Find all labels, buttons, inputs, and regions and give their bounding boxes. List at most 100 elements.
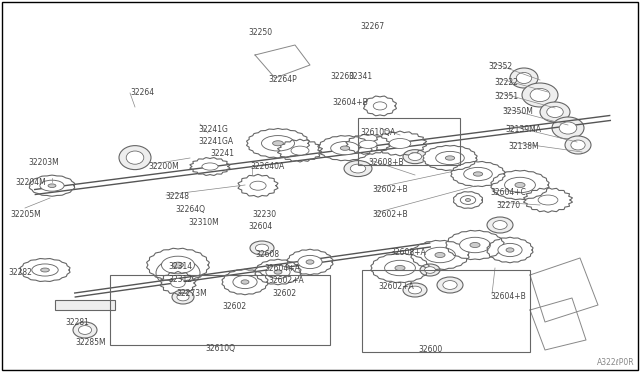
Ellipse shape <box>559 122 577 134</box>
Text: 322640A: 322640A <box>250 162 284 171</box>
Text: 32608: 32608 <box>255 250 279 259</box>
Ellipse shape <box>565 136 591 154</box>
Ellipse shape <box>424 247 456 263</box>
Polygon shape <box>222 269 268 295</box>
Ellipse shape <box>202 163 218 170</box>
Ellipse shape <box>373 102 387 110</box>
Text: 32610QA: 32610QA <box>360 128 396 137</box>
Bar <box>362 270 530 352</box>
Ellipse shape <box>515 183 525 187</box>
Ellipse shape <box>424 267 435 273</box>
Text: 32312: 32312 <box>168 275 192 284</box>
Ellipse shape <box>445 156 454 160</box>
Text: 32604: 32604 <box>248 222 272 231</box>
Polygon shape <box>451 161 505 186</box>
Text: 32352: 32352 <box>488 62 512 71</box>
Ellipse shape <box>372 254 428 282</box>
Ellipse shape <box>262 135 294 151</box>
Ellipse shape <box>424 146 476 170</box>
Text: 32260: 32260 <box>330 72 354 81</box>
Ellipse shape <box>250 181 266 190</box>
Ellipse shape <box>447 231 503 259</box>
Ellipse shape <box>192 158 228 174</box>
Ellipse shape <box>530 89 550 102</box>
Ellipse shape <box>385 260 415 276</box>
Ellipse shape <box>452 162 504 186</box>
Polygon shape <box>238 174 278 197</box>
Text: 32600: 32600 <box>418 345 442 354</box>
Ellipse shape <box>474 172 483 176</box>
Polygon shape <box>246 128 309 158</box>
Text: 32285M: 32285M <box>75 338 106 347</box>
Text: 32241GA: 32241GA <box>198 137 233 146</box>
Text: 32604+A: 32604+A <box>264 264 300 273</box>
Ellipse shape <box>331 142 359 155</box>
Text: 32608+B: 32608+B <box>368 158 404 167</box>
Text: 32314: 32314 <box>168 262 192 271</box>
Ellipse shape <box>240 176 276 196</box>
Ellipse shape <box>250 241 274 255</box>
Ellipse shape <box>504 177 536 193</box>
Ellipse shape <box>492 171 548 199</box>
Text: 32248: 32248 <box>165 192 189 201</box>
Text: 32139MA: 32139MA <box>505 125 541 134</box>
Ellipse shape <box>403 283 427 297</box>
Ellipse shape <box>359 140 377 148</box>
Ellipse shape <box>21 259 69 281</box>
Polygon shape <box>160 272 196 295</box>
Ellipse shape <box>526 189 570 211</box>
Ellipse shape <box>41 268 49 272</box>
Text: A322ℓP0R: A322ℓP0R <box>597 358 635 367</box>
Text: 32604+B: 32604+B <box>490 292 525 301</box>
Text: 32310M: 32310M <box>188 218 219 227</box>
Text: 32264: 32264 <box>130 88 154 97</box>
Ellipse shape <box>348 135 388 153</box>
Polygon shape <box>255 259 301 285</box>
Text: 32241G: 32241G <box>198 125 228 134</box>
Ellipse shape <box>443 280 457 289</box>
Text: 32602+A: 32602+A <box>378 282 413 291</box>
Text: 32200M: 32200M <box>148 162 179 171</box>
Polygon shape <box>423 145 477 170</box>
Ellipse shape <box>344 161 372 177</box>
Text: 32230: 32230 <box>252 210 276 219</box>
Ellipse shape <box>306 260 314 264</box>
Bar <box>110 275 330 345</box>
Text: 32341: 32341 <box>348 72 372 81</box>
Text: 32222: 32222 <box>494 78 518 87</box>
Ellipse shape <box>538 195 558 205</box>
Ellipse shape <box>436 151 464 164</box>
Ellipse shape <box>395 266 405 270</box>
Ellipse shape <box>233 275 257 289</box>
Text: 32602+B: 32602+B <box>372 210 408 219</box>
Text: 32282: 32282 <box>8 268 32 277</box>
Ellipse shape <box>389 138 411 148</box>
Ellipse shape <box>32 264 58 276</box>
Text: 32604+B: 32604+B <box>332 98 368 107</box>
Ellipse shape <box>365 97 395 115</box>
Text: 32250: 32250 <box>248 28 272 37</box>
Polygon shape <box>278 139 323 162</box>
Ellipse shape <box>454 192 482 208</box>
Ellipse shape <box>522 83 558 107</box>
Text: 32602: 32602 <box>272 289 296 298</box>
FancyBboxPatch shape <box>55 300 115 310</box>
Bar <box>358 118 460 165</box>
Ellipse shape <box>488 238 532 262</box>
Ellipse shape <box>376 132 424 154</box>
Ellipse shape <box>280 141 320 161</box>
Polygon shape <box>364 96 396 116</box>
Ellipse shape <box>126 151 144 164</box>
Text: 32138M: 32138M <box>508 142 539 151</box>
Ellipse shape <box>552 117 584 139</box>
Ellipse shape <box>172 290 194 304</box>
Text: 32203M: 32203M <box>28 158 59 167</box>
Ellipse shape <box>73 322 97 338</box>
Polygon shape <box>287 249 333 275</box>
Ellipse shape <box>498 243 522 257</box>
Ellipse shape <box>403 150 427 164</box>
Ellipse shape <box>161 256 195 274</box>
Text: 32351: 32351 <box>494 92 518 101</box>
Text: 32602+B: 32602+B <box>372 185 408 194</box>
Ellipse shape <box>274 270 282 274</box>
